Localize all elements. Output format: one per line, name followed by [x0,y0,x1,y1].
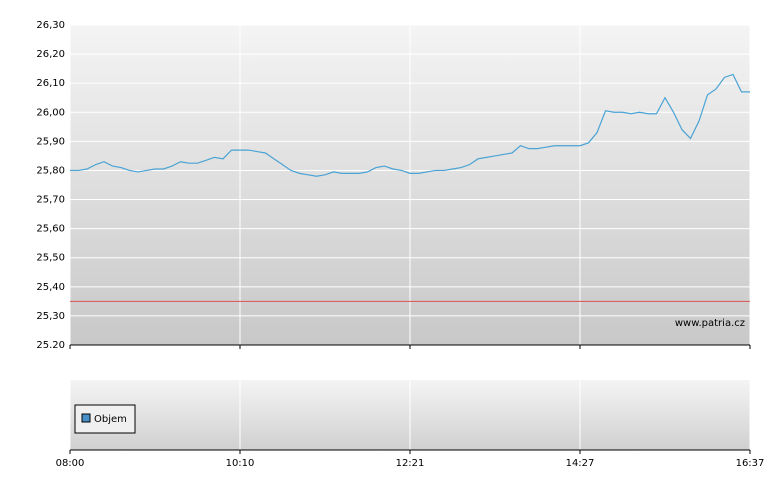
y-tick-label: 25,60 [36,224,65,235]
y-tick-label: 25,40 [36,282,65,293]
legend-label: Objem [94,414,127,425]
y-tick-label: 26,10 [36,78,65,89]
y-tick-label: 26,20 [36,49,65,60]
y-tick-label: 26,00 [36,107,65,118]
legend-swatch [81,413,91,423]
y-tick-label: 25,50 [36,253,65,264]
y-tick-label: 25.20 [36,340,65,351]
price-line [70,73,750,177]
x-tick-label: 14:27 [566,458,595,469]
y-tick-label: 26,30 [36,20,65,31]
y-tick-label: 25,90 [36,136,65,147]
x-tick-label: 12:21 [396,458,425,469]
watermark: www.patria.cz [675,318,745,329]
y-tick-label: 25,70 [36,195,65,206]
x-tick-label: 08:00 [56,458,85,469]
x-tick-label: 10:10 [226,458,255,469]
y-tick-label: 25,80 [36,165,65,176]
x-tick-label: 16:37 [736,458,765,469]
y-tick-label: 25,30 [36,311,65,322]
